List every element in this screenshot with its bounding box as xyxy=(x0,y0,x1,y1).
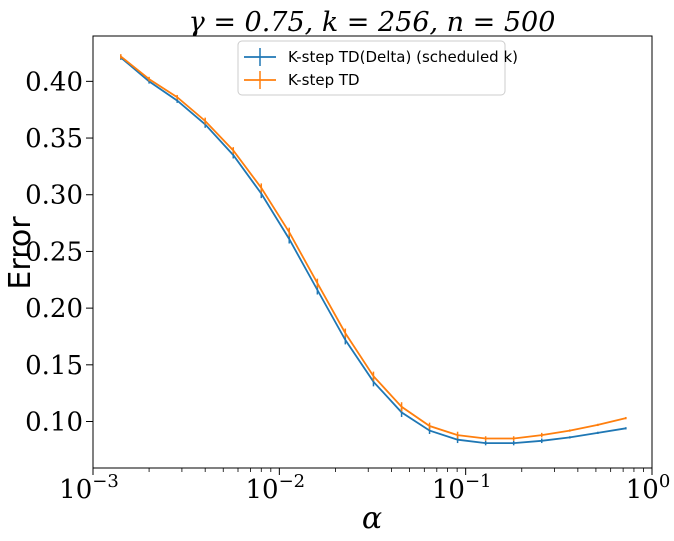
x-tick-label-exponent: −2 xyxy=(279,471,306,492)
legend: K-step TD(Delta) (scheduled k) K-step TD xyxy=(237,40,518,96)
axes-frame xyxy=(92,35,653,469)
x-tick-label-base: 10 xyxy=(432,475,465,505)
legend-entry-label: K-step TD(Delta) (scheduled k) xyxy=(288,48,518,66)
y-tick-label: 0.20 xyxy=(25,294,83,324)
x-tick-label: 100 xyxy=(626,471,671,505)
y-tick-label: 0.25 xyxy=(25,237,83,267)
x-tick-label-exponent: −1 xyxy=(465,471,492,492)
y-tick-label: 0.35 xyxy=(25,124,83,154)
x-tick-label-base: 10 xyxy=(59,475,92,505)
x-tick-label: 10−3 xyxy=(59,471,119,505)
chart-title: γ = 0.75, k = 256, n = 500 xyxy=(189,7,556,38)
x-axis-label: α xyxy=(362,501,382,536)
y-tick-label: 0.40 xyxy=(25,67,83,97)
legend-box xyxy=(237,40,506,96)
y-tick-label: 0.15 xyxy=(25,351,83,381)
plot-area: 10−3 10−2 10−1 1000.100.150.200.250.300.350… xyxy=(25,35,671,505)
y-axis-label: Error xyxy=(3,216,38,290)
legend-entry-label: K-step TD xyxy=(288,71,360,89)
x-tick-label-exponent: −3 xyxy=(92,471,119,492)
y-tick-label: 0.10 xyxy=(25,408,83,438)
x-tick-label: 10−1 xyxy=(432,471,492,505)
x-tick-label-base: 10 xyxy=(626,475,659,505)
x-tick-label-base: 10 xyxy=(246,475,279,505)
x-tick-label: 10−2 xyxy=(246,471,306,505)
y-tick-label: 0.30 xyxy=(25,181,83,211)
x-tick-label-exponent: 0 xyxy=(659,471,670,492)
